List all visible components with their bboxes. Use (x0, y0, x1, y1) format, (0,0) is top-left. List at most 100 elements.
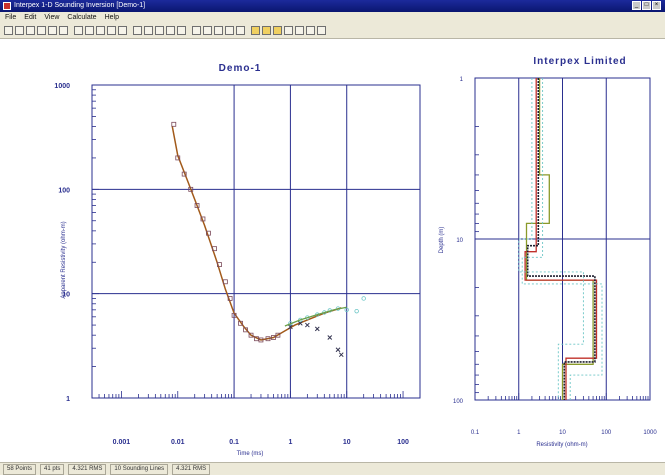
toolbar-button-icon[interactable] (273, 26, 282, 35)
left-x-tick-label: 10 (343, 439, 351, 446)
window-controls: _ □ × (632, 1, 661, 10)
plot-area: Demo-1 Interpex Limited Time (ms) Appare… (0, 40, 665, 458)
status-cell: 58 Points (3, 463, 37, 475)
observed-point-square (222, 279, 228, 285)
observed-point-square (258, 337, 264, 343)
left-x-tick-label: 1 (288, 439, 292, 446)
toolbar-button-icon[interactable] (26, 26, 35, 35)
title-bar: Interpex 1-D Sounding Inversion [Demo-1]… (0, 0, 665, 12)
cross-point (305, 322, 310, 328)
app-icon (3, 2, 11, 10)
right-x-tick-label: 100 (601, 430, 612, 436)
left-chart-title: Demo-1 (219, 63, 262, 74)
menu-view[interactable]: View (44, 14, 60, 21)
left-y-tick-label: 1000 (54, 83, 70, 90)
observed-point-square (238, 320, 243, 326)
right-x-tick-label: 1 (517, 430, 521, 436)
right-y-tick-label: 10 (456, 238, 463, 244)
toolbar-button-icon[interactable] (166, 26, 175, 35)
left-y-tick-label: 100 (58, 187, 70, 194)
observed-point-square (248, 332, 254, 338)
cyan-point-circle (344, 307, 349, 313)
cyan-point-circle (361, 296, 366, 301)
toolbar-button-icon[interactable] (155, 26, 164, 35)
toolbar-button-icon[interactable] (4, 26, 13, 35)
right-chart-xlabel: Resistivity (ohm-m) (536, 442, 587, 448)
toolbar-button-icon[interactable] (59, 26, 68, 35)
left-x-tick-label: 100 (397, 439, 409, 446)
cross-point (335, 347, 341, 353)
toolbar-button-icon[interactable] (144, 26, 153, 35)
right-chart: 1 10 100 0.1 1 10 100 1000 (453, 77, 657, 436)
toolbar-button-icon[interactable] (177, 26, 186, 35)
right-x-tick-label: 0.1 (471, 430, 480, 436)
cross-point (327, 335, 333, 340)
toolbar-button-icon[interactable] (295, 26, 304, 35)
toolbar-button-icon[interactable] (48, 26, 57, 35)
observed-point-square (217, 262, 222, 267)
observed-point-square (275, 332, 281, 338)
toolbar-button-icon[interactable] (306, 26, 315, 35)
observed-point-square (194, 203, 200, 208)
right-y-tick-label: 1 (460, 77, 464, 83)
left-x-tick-label: 0.001 (113, 439, 131, 446)
toolbar-button-icon[interactable] (133, 26, 142, 35)
status-bar: 58 Points 41 pts 4.321 RMS 10 Sounding Line… (0, 462, 665, 475)
right-chart-ylabel: Depth (m) (439, 227, 445, 254)
model-step-dark-line (526, 78, 596, 400)
model-step-red-line (524, 78, 598, 400)
toolbar-button-icon[interactable] (236, 26, 245, 35)
left-chart-frame (91, 84, 421, 399)
observed-point-square (265, 336, 271, 342)
toolbar-button-icon[interactable] (225, 26, 234, 35)
menu-file[interactable]: File (5, 14, 17, 21)
right-x-tick-label: 10 (559, 430, 566, 436)
right-x-tick-label: 1000 (643, 430, 657, 436)
toolbar-button-icon[interactable] (203, 26, 212, 35)
toolbar-button-icon[interactable] (85, 26, 94, 35)
menu-help[interactable]: Help (104, 14, 119, 21)
toolbar (0, 23, 665, 39)
toolbar-button-icon[interactable] (192, 26, 201, 35)
fit-curve-line (171, 126, 342, 341)
status-cell: 10 Sounding Lines (110, 463, 169, 475)
toolbar-button-icon[interactable] (15, 26, 24, 35)
observed-point-square (231, 312, 237, 318)
window-title: Interpex 1-D Sounding Inversion [Demo-1] (14, 2, 146, 9)
close-button[interactable]: × (652, 1, 661, 10)
left-chart-xlabel: Time (ms) (237, 451, 264, 457)
menu-calculate[interactable]: Calculate (67, 14, 97, 21)
toolbar-button-icon[interactable] (118, 26, 127, 35)
toolbar-button-icon[interactable] (317, 26, 326, 35)
observed-point-square (200, 216, 206, 222)
right-y-tick-label: 100 (453, 399, 464, 405)
cross-point (288, 324, 293, 330)
left-x-tick-label: 0.01 (171, 439, 185, 446)
toolbar-button-icon[interactable] (74, 26, 83, 35)
toolbar-button-icon[interactable] (37, 26, 46, 35)
toolbar-button-icon[interactable] (107, 26, 116, 35)
status-cell: 4.321 RMS (172, 463, 211, 475)
cyan-point-circle (354, 308, 359, 314)
menu-bar: File Edit View Calculate Help (0, 12, 665, 23)
toolbar-button-icon[interactable] (251, 26, 260, 35)
observed-point-square (212, 246, 217, 252)
observed-point-square (188, 186, 194, 192)
observed-point-square (243, 327, 248, 333)
status-cell: 4.321 RMS (68, 463, 107, 475)
toolbar-button-icon[interactable] (96, 26, 105, 35)
toolbar-button-icon[interactable] (262, 26, 271, 35)
observed-point-square (227, 296, 233, 301)
menu-edit[interactable]: Edit (24, 14, 37, 21)
left-chart-ylabel: Apparent Resistivity (ohm-m) (61, 221, 67, 298)
observed-point-square (206, 230, 211, 236)
green-curve-line (284, 306, 347, 327)
right-chart-title: Interpex Limited (533, 56, 626, 67)
status-cell: 41 pts (40, 463, 65, 475)
minimize-button[interactable]: _ (632, 1, 641, 10)
toolbar-button-icon[interactable] (214, 26, 223, 35)
cross-point (297, 320, 303, 326)
model-equivalence-cyan-line (518, 78, 584, 400)
maximize-button[interactable]: □ (642, 1, 651, 10)
toolbar-button-icon[interactable] (284, 26, 293, 35)
